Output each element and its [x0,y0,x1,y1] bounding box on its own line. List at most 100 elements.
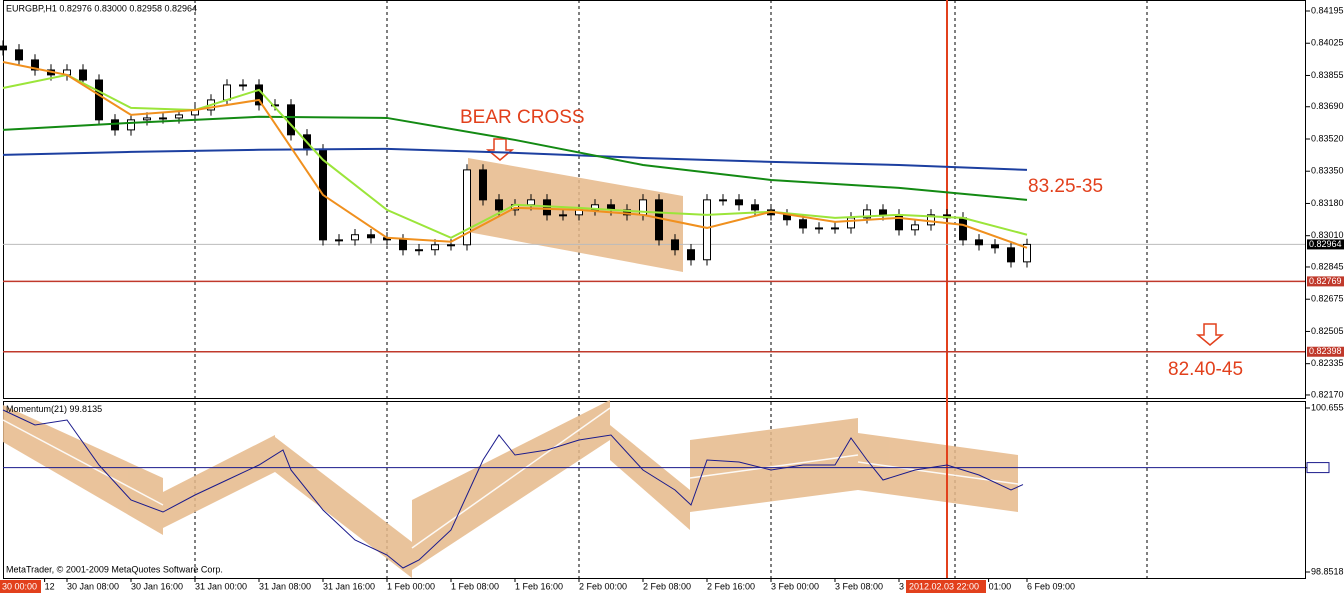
candle-body [527,199,535,206]
x-tick-label: 3 [899,581,904,591]
x-tick-label: 31 Jan 08:00 [259,581,311,591]
momentum-frame [3,401,1306,579]
momentum-channel [163,435,275,528]
cursor-label: 2012.02.03 22:00 [909,581,979,591]
candle-body [479,169,487,201]
chart-title: EURGBP,H1 0.82976 0.83000 0.82958 0.8296… [6,3,197,13]
y-tick-label: 100.6554 [1311,402,1344,412]
y-tick-label: 0.83690 [1311,101,1344,111]
candle-body [671,239,679,251]
candle-body [447,244,455,247]
midline [689,454,859,479]
candle-body [991,244,999,249]
momentum-channel [3,405,163,535]
x-tick-label: 3 Feb 00:00 [771,581,819,591]
x-tick-label: 6 Feb 09:00 [1027,581,1075,591]
candle-body [367,234,375,239]
candle-body [31,59,39,71]
candle-body [239,84,247,87]
candle-body [911,224,919,231]
price-box-label: 0.82769 [1309,276,1342,286]
x-tick-label: 31 Jan 16:00 [323,581,375,591]
moving-average [2,115,1028,201]
x-tick-label: 1 Feb 16:00 [515,581,563,591]
candle-body [0,45,7,51]
annotation: 83.25-35 [1028,176,1103,197]
start-label: 30 00:00 [2,581,37,591]
x-tick-label: 3 Feb 08:00 [835,581,883,591]
level-box [1306,462,1330,474]
candle-body [975,239,983,246]
midline [411,407,611,549]
moving-average [2,73,1028,239]
candle-body [863,209,871,219]
x-tick-label: 1 Feb 00:00 [387,581,435,591]
candle-body [703,199,711,261]
cursor-label-box [906,580,986,593]
y-tick-label: 0.84025 [1311,38,1344,48]
candle-body [831,227,839,230]
candle-body [463,169,471,246]
y-tick-label: 0.83520 [1311,133,1344,143]
candle-body [127,119,135,131]
y-tick-label: 98.8518 [1311,566,1344,576]
candle-body [927,214,935,226]
y-tick-label: 0.84195 [1311,5,1344,15]
y-tick-label: 0.83350 [1311,166,1344,176]
candle-body [175,114,183,119]
candle-body [399,239,407,251]
momentum-channel [610,425,690,530]
candle-body [687,249,695,261]
annotation: 82.40-45 [1168,359,1243,380]
candle-body [271,104,279,107]
candle-body [79,69,87,81]
candle-body [591,204,599,211]
candle-body [1007,247,1015,263]
annotation: BEAR CROSS [460,107,585,128]
candle-body [847,217,855,229]
y-tick-label: 0.83010 [1311,230,1344,240]
momentum-channel [275,437,412,578]
momentum-channel [690,418,858,512]
momentum-line [2,409,1024,569]
candle-body [719,199,727,202]
arrow [1195,323,1225,346]
candle-body [879,209,887,216]
arrow [485,138,515,161]
candle-body [223,84,231,101]
x-tick-label: 12 [45,581,55,591]
x-tick-label: 30 Jan 08:00 [67,581,119,591]
x-tick-label: 2 Feb 08:00 [643,581,691,591]
y-tick-label: 0.83180 [1311,198,1344,208]
y-tick-label: 0.82335 [1311,358,1344,368]
x-tick-label: 2 Feb 00:00 [579,581,627,591]
price-box [1307,239,1344,250]
y-tick-label: 0.82170 [1311,389,1344,399]
candle-body [751,204,759,211]
candle-body [559,214,567,217]
indicator-title: Momentum(21) 99.8135 [6,404,102,414]
footer: MetaTrader, © 2001-2009 MetaQuotes Softw… [6,564,223,574]
x-tick-label: 31 Jan 00:00 [195,581,247,591]
candle-body [655,199,663,241]
candle-body [1023,243,1031,263]
x-tick-label: 30 Jan 16:00 [131,581,183,591]
indicator-name: Momentum(21) [6,404,67,414]
candle-body [287,104,295,136]
moving-average [2,61,1028,249]
price-box [1307,276,1344,287]
candle-body [815,227,823,230]
x-tick-label: 01:00 [989,581,1012,591]
x-tick-label: 2 Feb 16:00 [707,581,755,591]
candle-body [143,117,151,121]
y-tick-label: 0.83855 [1311,70,1344,80]
candle-body [431,244,439,251]
candle-body [415,249,423,252]
price-box [1307,346,1344,357]
start-label-box [0,580,41,593]
midline [2,419,164,506]
candle-body [495,199,503,211]
candle-body [159,117,167,120]
